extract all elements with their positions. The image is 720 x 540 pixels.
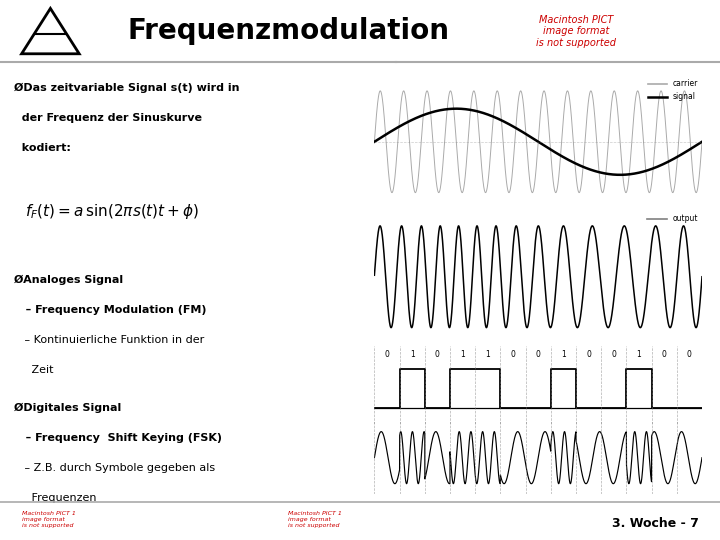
- Text: 1: 1: [561, 350, 566, 359]
- Text: ØDigitales Signal: ØDigitales Signal: [14, 403, 122, 413]
- Text: $f_F(t) = a\,\sin(2\pi s(t)t + \phi)$: $f_F(t) = a\,\sin(2\pi s(t)t + \phi)$: [25, 202, 199, 221]
- Text: 0: 0: [435, 350, 440, 359]
- Text: ØDas zeitvariable Signal s(t) wird in: ØDas zeitvariable Signal s(t) wird in: [14, 83, 240, 93]
- Text: Zeit: Zeit: [14, 364, 54, 375]
- Text: 1: 1: [460, 350, 465, 359]
- Text: 1: 1: [636, 350, 642, 359]
- Text: Frequenzen: Frequenzen: [14, 492, 97, 503]
- Legend: output: output: [647, 214, 698, 224]
- Text: 0: 0: [687, 350, 692, 359]
- Text: Macintosh PICT 1
image format
is not supported: Macintosh PICT 1 image format is not sup…: [288, 511, 342, 528]
- Text: 1: 1: [410, 350, 415, 359]
- Text: – Frequency Modulation (FM): – Frequency Modulation (FM): [14, 305, 207, 315]
- Text: 3. Woche - 7: 3. Woche - 7: [611, 517, 698, 530]
- Text: 0: 0: [611, 350, 616, 359]
- Text: Frequenzmodulation: Frequenzmodulation: [127, 17, 449, 45]
- Text: 1: 1: [485, 350, 490, 359]
- Text: der Frequenz der Sinuskurve: der Frequenz der Sinuskurve: [14, 113, 202, 123]
- Text: 0: 0: [510, 350, 516, 359]
- Text: – Frequency  Shift Keying (FSK): – Frequency Shift Keying (FSK): [14, 433, 222, 443]
- Text: 0: 0: [384, 350, 390, 359]
- Text: 0: 0: [586, 350, 591, 359]
- Text: – Kontinuierliche Funktion in der: – Kontinuierliche Funktion in der: [14, 335, 204, 345]
- Legend: carrier, signal: carrier, signal: [647, 79, 698, 101]
- Text: 0: 0: [662, 350, 667, 359]
- Text: ØAnaloges Signal: ØAnaloges Signal: [14, 275, 124, 285]
- Text: kodiert:: kodiert:: [14, 143, 71, 153]
- Text: Macintosh PICT 1
image format
is not supported: Macintosh PICT 1 image format is not sup…: [22, 511, 76, 528]
- Text: Macintosh PICT
image format
is not supported: Macintosh PICT image format is not suppo…: [536, 15, 616, 48]
- Text: 0: 0: [536, 350, 541, 359]
- Text: – Z.B. durch Symbole gegeben als: – Z.B. durch Symbole gegeben als: [14, 463, 215, 472]
